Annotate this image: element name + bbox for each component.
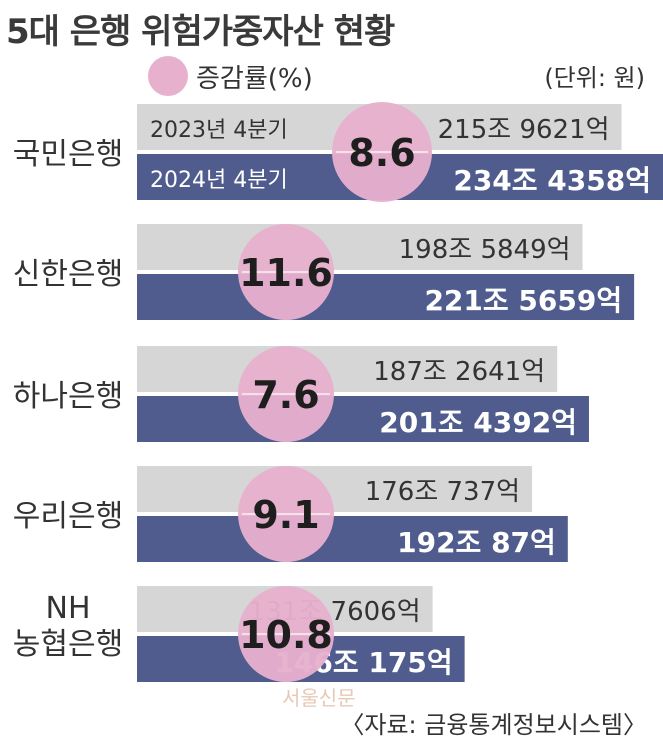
growth-rate-label-2: 11.6 — [239, 251, 333, 295]
growth-rate-label-4: 9.1 — [252, 493, 319, 537]
bar-2023-2 — [137, 224, 583, 270]
legend-growth-rate-marker — [148, 56, 188, 96]
legend-growth-rate-label: 증감률(%) — [196, 64, 313, 94]
value-label-2023-2: 198조 5849억 — [399, 235, 571, 265]
source-note: 〈자료: 금융통계정보시스템〉 — [340, 711, 647, 739]
growth-rate-label-1: 8.6 — [348, 131, 415, 175]
bar-2024-4 — [137, 516, 568, 562]
series-label-2024: 2024년 4분기 — [150, 168, 288, 193]
value-label-2023-4: 176조 737억 — [365, 477, 520, 507]
series-label-2023: 2023년 4분기 — [150, 118, 288, 143]
value-label-2024-1: 234조 4358억 — [453, 164, 651, 197]
category-label-5: NH 농협은행 — [13, 591, 123, 662]
watermark: 서울신문 — [282, 686, 356, 710]
unit-label: (단위: 원) — [544, 64, 645, 92]
bar-2023-3 — [137, 346, 558, 392]
category-label-3: 하나은행 — [13, 379, 123, 414]
bar-2024-2 — [137, 274, 635, 320]
value-label-2023-3: 187조 2641억 — [373, 357, 545, 387]
bar-2023-4 — [137, 466, 533, 512]
growth-rate-label-5: 10.8 — [239, 613, 333, 657]
category-label-1: 국민은행 — [13, 137, 123, 172]
category-label-2: 신한은행 — [13, 257, 123, 292]
value-label-2023-1: 215조 9621억 — [438, 115, 610, 145]
bar-2024-3 — [137, 396, 589, 442]
value-label-2024-4: 192조 87억 — [397, 526, 556, 559]
chart-title: 5대 은행 위험가중자산 현황 — [6, 12, 395, 52]
category-label-4: 우리은행 — [13, 499, 123, 534]
growth-rate-label-3: 7.6 — [252, 373, 319, 417]
value-label-2024-2: 221조 5659억 — [424, 284, 622, 317]
value-label-2024-3: 201조 4392억 — [379, 406, 577, 439]
